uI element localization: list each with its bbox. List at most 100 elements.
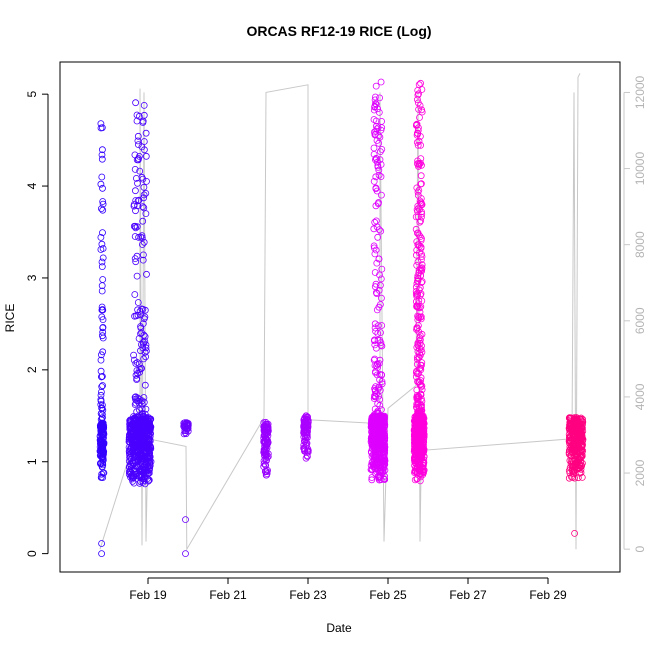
data-point <box>373 409 381 417</box>
data-point <box>134 299 142 306</box>
data-point <box>378 342 386 350</box>
data-point <box>131 233 139 240</box>
data-point <box>98 282 106 290</box>
data-point <box>372 127 380 135</box>
data-point <box>412 403 420 411</box>
data-point <box>98 151 106 159</box>
data-point <box>98 419 105 427</box>
data-point <box>129 437 137 445</box>
data-point <box>571 530 578 537</box>
data-point <box>376 281 384 289</box>
data-point <box>578 448 586 456</box>
data-point <box>135 233 143 241</box>
data-point <box>98 383 106 391</box>
data-point <box>380 436 388 443</box>
data-point <box>99 455 107 462</box>
data-point <box>371 392 379 400</box>
data-point <box>413 326 420 333</box>
data-point <box>139 305 147 313</box>
data-point <box>303 453 311 460</box>
data-point <box>133 359 141 366</box>
data-point <box>417 172 425 180</box>
data-point <box>136 432 144 440</box>
data-point <box>97 246 105 253</box>
data-point <box>368 476 376 484</box>
data-point <box>99 443 106 451</box>
data-point <box>370 337 378 345</box>
data-point <box>140 102 148 109</box>
data-point <box>181 419 189 427</box>
data-point <box>131 187 139 195</box>
secondary-line <box>99 73 581 552</box>
data-point <box>134 132 142 140</box>
data-point <box>370 454 378 462</box>
data-point <box>140 443 148 451</box>
data-point <box>413 302 421 310</box>
data-point <box>414 258 422 266</box>
data-point <box>132 399 140 407</box>
data-point <box>378 429 386 437</box>
data-point <box>410 455 418 463</box>
data-point <box>140 428 148 436</box>
y-tick-label: 4 <box>25 182 39 189</box>
data-point <box>132 371 140 379</box>
data-point <box>128 455 136 462</box>
data-point <box>97 401 105 409</box>
data-point <box>412 452 420 459</box>
data-point <box>263 439 271 447</box>
data-point <box>416 304 424 312</box>
data-point <box>98 550 105 557</box>
data-point <box>372 422 380 430</box>
data-point <box>138 234 146 242</box>
data-point <box>418 210 426 218</box>
data-point <box>98 124 106 132</box>
data-point <box>142 152 150 160</box>
data-point <box>141 313 149 321</box>
flight-points-rf19 <box>565 414 587 537</box>
data-point <box>97 424 105 432</box>
data-point <box>98 240 106 248</box>
data-point <box>376 402 384 409</box>
data-point <box>142 471 150 479</box>
data-point <box>371 96 379 104</box>
data-point <box>377 294 385 302</box>
data-point <box>372 246 380 254</box>
data-point <box>141 337 149 345</box>
data-point <box>378 145 386 153</box>
data-point <box>260 425 268 433</box>
data-point <box>376 370 384 378</box>
data-point <box>419 438 427 446</box>
data-point <box>571 465 579 473</box>
data-point <box>300 423 308 430</box>
data-point <box>370 177 378 185</box>
data-point <box>571 450 579 457</box>
data-point <box>368 431 376 438</box>
y2-tick-label: 8000 <box>633 231 647 258</box>
data-point <box>415 242 423 250</box>
data-point <box>99 184 106 192</box>
data-point <box>576 432 584 440</box>
data-point <box>261 442 269 450</box>
data-point <box>142 344 150 352</box>
data-point <box>412 421 420 429</box>
data-point <box>576 460 584 468</box>
data-point <box>575 417 582 425</box>
data-point <box>374 329 382 337</box>
data-point <box>413 131 421 139</box>
data-point <box>372 435 380 443</box>
data-point <box>579 427 587 435</box>
data-point <box>139 320 147 328</box>
y-axis-label: RICE <box>3 304 17 333</box>
data-point <box>375 166 383 174</box>
data-point <box>139 256 147 264</box>
data-point <box>413 292 421 300</box>
data-point <box>417 452 424 460</box>
data-point <box>569 473 577 481</box>
data-point <box>371 452 379 460</box>
data-point <box>98 388 105 396</box>
data-point <box>417 250 425 258</box>
data-point <box>413 360 421 368</box>
data-point <box>412 122 420 129</box>
data-point <box>134 306 142 314</box>
data-point <box>97 356 105 364</box>
